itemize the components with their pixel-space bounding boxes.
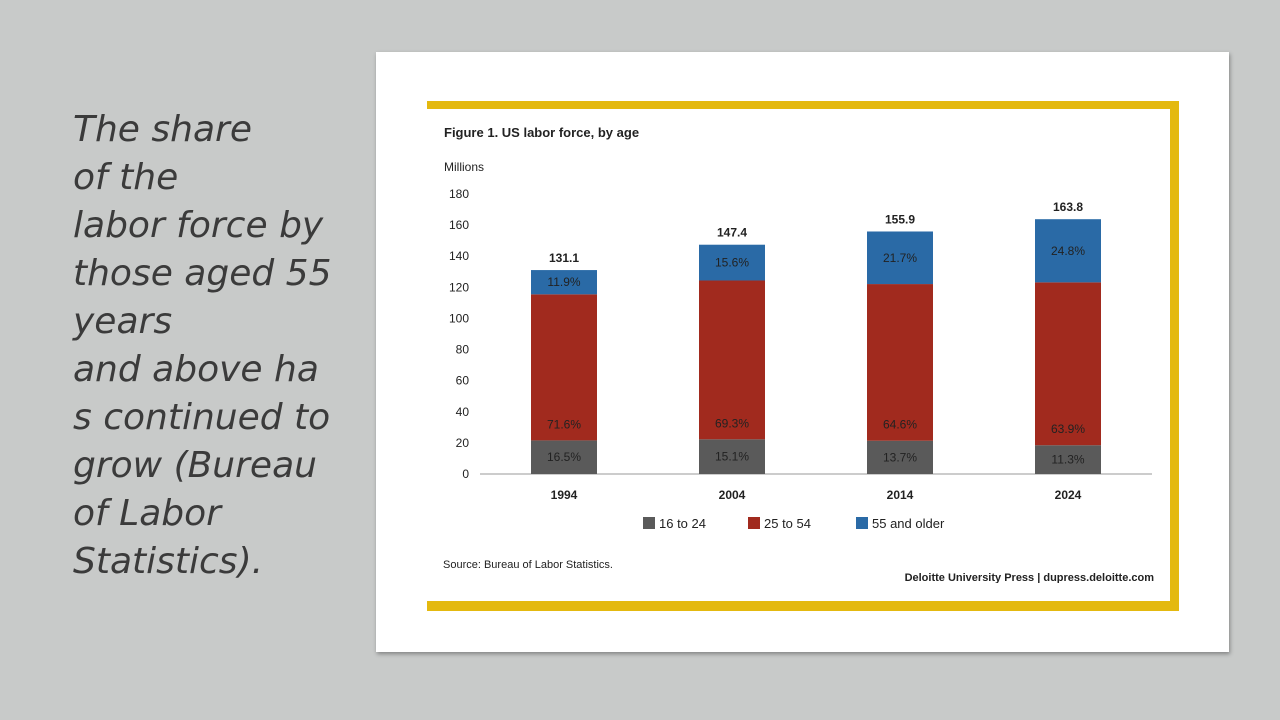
legend-swatch: [643, 517, 655, 529]
x-tick-label: 2014: [887, 488, 914, 502]
y-tick-label: 0: [462, 467, 469, 481]
slide-body-text: The share of the labor force by those aged …: [73, 106, 343, 586]
segment-data-label: 11.3%: [1051, 453, 1084, 467]
bar-segment: [699, 439, 765, 474]
total-data-label: 155.9: [885, 212, 915, 226]
slide-text-line: those aged 55: [73, 253, 332, 294]
segment-data-label: 16.5%: [547, 450, 581, 464]
bar-segment: [699, 244, 765, 281]
x-tick-label: 2004: [719, 488, 746, 502]
legend-swatch: [856, 517, 868, 529]
slide-text-line: grow (Bureau: [73, 445, 317, 486]
slide-text-line: and above ha: [73, 349, 319, 390]
segment-data-label: 71.6%: [547, 417, 581, 431]
legend-swatch: [748, 517, 760, 529]
segment-data-label: 11.9%: [547, 275, 580, 289]
y-axis-label: Millions: [444, 160, 484, 174]
legend-label: 16 to 24: [659, 516, 706, 531]
segment-data-label: 15.6%: [715, 256, 749, 270]
chart-title: Figure 1. US labor force, by age: [444, 125, 639, 140]
total-data-label: 147.4: [717, 226, 747, 240]
segment-data-label: 15.1%: [715, 450, 749, 464]
y-tick-label: 140: [449, 249, 469, 263]
x-tick-label: 1994: [551, 488, 578, 502]
segment-data-label: 64.6%: [883, 418, 917, 432]
total-data-label: 131.1: [549, 251, 579, 265]
slide-text-line: of Labor: [73, 493, 221, 534]
bar-segment: [867, 440, 933, 474]
y-tick-label: 160: [449, 218, 469, 232]
figure-card: Figure 1. US labor force, by age Million…: [376, 52, 1229, 652]
bar-segment: [867, 284, 933, 441]
segment-data-label: 21.7%: [883, 251, 917, 265]
y-tick-label: 100: [449, 311, 469, 325]
slide-text-line: of the: [73, 157, 179, 198]
segment-data-label: 13.7%: [883, 450, 917, 464]
legend-label: 55 and older: [872, 516, 945, 531]
segment-data-label: 63.9%: [1051, 422, 1085, 436]
bar-segment: [699, 280, 765, 440]
bar-segment: [867, 231, 933, 285]
y-tick-label: 40: [456, 405, 470, 419]
chart-frame: Figure 1. US labor force, by age Million…: [427, 101, 1179, 611]
slide-text-line: s continued to: [73, 397, 331, 438]
y-tick-label: 180: [449, 187, 469, 201]
slide-text-line: Statistics).: [73, 541, 264, 582]
bar-segment: [1035, 445, 1101, 474]
bar-segment: [531, 440, 597, 474]
chart-source: Source: Bureau of Labor Statistics.: [443, 559, 613, 571]
bar-segment: [1035, 282, 1101, 446]
chart-credit: Deloitte University Press | dupress.delo…: [905, 572, 1155, 583]
segment-data-label: 24.8%: [1051, 244, 1085, 258]
bar-segment: [531, 294, 597, 441]
bar-segment: [1035, 219, 1101, 283]
legend-label: 25 to 54: [764, 516, 811, 531]
slide-text-line: labor force by: [73, 205, 324, 246]
slide-text-line: years: [73, 301, 173, 342]
labor-force-chart: Figure 1. US labor force, by age Million…: [443, 125, 1155, 583]
y-tick-label: 20: [456, 436, 470, 450]
y-tick-label: 60: [456, 374, 470, 388]
y-tick-label: 80: [456, 343, 470, 357]
y-tick-label: 120: [449, 280, 469, 294]
total-data-label: 163.8: [1053, 200, 1083, 214]
slide-text-line: The share: [73, 109, 252, 150]
bar-segment: [531, 270, 597, 295]
segment-data-label: 69.3%: [715, 416, 749, 430]
x-tick-label: 2024: [1055, 488, 1082, 502]
